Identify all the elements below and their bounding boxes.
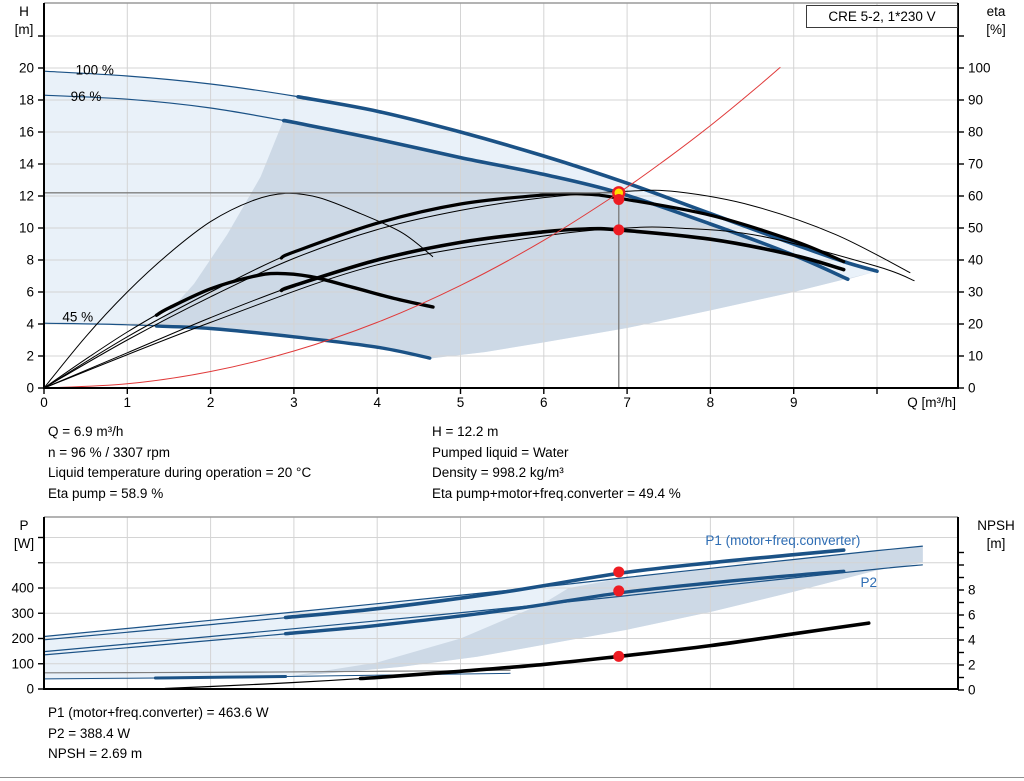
right-axis-tick-label: 10	[968, 349, 983, 364]
result-line: Eta pump = 58.9 %	[48, 485, 164, 501]
right-axis-tick-label: 4	[968, 633, 976, 648]
duty-point-p1	[613, 566, 625, 578]
right-axis-unit-label: [m]	[987, 536, 1006, 551]
eta-total-96pct-operating-range	[279, 226, 846, 293]
right-axis-tick-label: 8	[968, 583, 976, 598]
right-axis-tick-label: 100	[968, 61, 991, 76]
npsh-curve-operating-range	[358, 621, 871, 681]
x-axis-tick-label: 3	[290, 395, 298, 410]
qh-curve-96pct-operating-range	[281, 118, 850, 281]
result-line: Q = 6.9 m³/h	[48, 424, 124, 439]
power-npsh-chart: P1 (motor+freq.converter)P20100200300400…	[11, 516, 1015, 698]
result-line: Liquid temperature during operation = 20…	[48, 465, 312, 480]
left-axis-tick-label: 14	[19, 157, 35, 172]
right-axis-tick-label: 30	[968, 285, 983, 300]
left-axis-tick-label: 400	[11, 581, 34, 596]
qh-eta-chart: 100 %96 %45 %024681012141618200102030405…	[15, 2, 1006, 410]
x-axis-tick-label: 5	[457, 395, 465, 410]
left-axis-unit-label: [W]	[14, 536, 34, 551]
result-line: H = 12.2 m	[432, 424, 499, 439]
qh-curve-100pct-operating-range	[296, 95, 879, 273]
x-axis-tick-label: 4	[373, 395, 381, 410]
result-line: P2 = 388.4 W	[48, 725, 131, 741]
left-axis-tick-label: 0	[26, 682, 34, 697]
left-axis-tick-label: 300	[11, 606, 34, 621]
power-npsh-chart-grid	[44, 517, 958, 689]
eta-pump-45pct	[43, 192, 434, 389]
right-axis-unit-label: NPSH	[977, 518, 1015, 533]
eta-pump-96pct-operating-range	[279, 192, 846, 264]
left-axis-tick-label: 0	[26, 381, 34, 396]
x-axis-tick-label: 7	[623, 395, 631, 410]
system-curve	[43, 66, 781, 389]
eta-total-100pct	[43, 226, 915, 389]
duty-results-left: Q = 6.9 m³/h n = 96 % / 3307 rpm Liquid …	[48, 422, 311, 504]
right-axis-tick-label: 6	[968, 608, 976, 623]
right-axis-tick-label: 70	[968, 157, 983, 172]
left-axis-tick-label: 20	[19, 61, 34, 76]
p2-96pct-operating-range	[283, 569, 846, 636]
speed-label-45: 45 %	[62, 310, 93, 325]
left-axis-tick-label: 18	[19, 93, 34, 108]
speed-label-96: 96 %	[71, 89, 102, 104]
duty-results-right: H = 12.2 m Pumped liquid = Water Density…	[432, 422, 681, 504]
right-axis-unit-label: eta	[987, 4, 1006, 19]
pump-model-badge: CRE 5-2, 1*230 V	[806, 5, 958, 28]
left-axis-unit-label: [m]	[15, 22, 34, 37]
p1-curve-label: P1 (motor+freq.converter)	[705, 533, 860, 548]
right-axis-tick-label: 20	[968, 317, 983, 332]
right-axis-tick-label: 40	[968, 253, 983, 268]
x-axis-tick-label: 2	[207, 395, 215, 410]
result-line: P1 (motor+freq.converter) = 463.6 W	[48, 705, 269, 720]
duty-point-npsh	[613, 650, 625, 662]
left-axis-tick-label: 10	[19, 221, 34, 236]
eta-total-45pct-operating-range	[154, 271, 435, 317]
operating-envelope-dark	[156, 119, 877, 359]
result-line: Density = 998.2 kg/m³	[432, 465, 564, 480]
left-axis-tick-label: 4	[26, 317, 34, 332]
x-axis-tick-label: 1	[124, 395, 132, 410]
x-axis-unit-label: Q [m³/h]	[907, 395, 956, 410]
right-axis-tick-label: 2	[968, 658, 976, 673]
right-axis-tick-label: 90	[968, 93, 983, 108]
qh-eta-chart-grid	[44, 3, 958, 388]
left-axis-tick-label: 16	[19, 125, 34, 140]
right-axis-tick-label: 80	[968, 125, 983, 140]
right-axis-tick-label: 0	[968, 683, 976, 698]
duty-point-eta-pump	[613, 194, 625, 206]
left-axis-tick-label: 2	[26, 349, 34, 364]
duty-point-p2	[613, 585, 625, 597]
speed-label-100: 100 %	[76, 62, 114, 77]
x-axis-tick-label: 0	[40, 395, 48, 410]
x-axis-tick-label: 6	[540, 395, 548, 410]
x-axis-tick-label: 8	[707, 395, 715, 410]
left-axis-unit-label: P	[19, 518, 28, 533]
left-axis-unit-label: H	[19, 4, 29, 19]
left-axis-tick-label: 8	[26, 253, 34, 268]
eta-pump-100pct	[43, 189, 911, 389]
p1-100pct	[43, 545, 923, 638]
right-axis-tick-label: 50	[968, 221, 983, 236]
result-line: NPSH = 2.69 m	[48, 746, 143, 761]
p2-min-speed-operating-range	[153, 675, 288, 680]
left-axis-tick-label: 6	[26, 285, 34, 300]
x-axis-tick-label: 9	[790, 395, 798, 410]
right-axis-tick-label: 0	[968, 381, 976, 396]
left-axis-tick-label: 200	[11, 631, 34, 646]
p2-curve-label: P2	[860, 575, 877, 590]
p1-96pct-operating-range	[283, 548, 846, 620]
bottom-divider	[0, 777, 1024, 778]
result-line: Eta pump+motor+freq.converter = 49.4 %	[432, 485, 681, 501]
left-axis-tick-label: 100	[11, 656, 34, 671]
result-line: Pumped liquid = Water	[432, 444, 569, 460]
left-axis-tick-label: 12	[19, 189, 34, 204]
power-results: P1 (motor+freq.converter) = 463.6 W P2 =…	[48, 703, 269, 765]
p2-100pct	[43, 564, 923, 653]
right-axis-tick-label: 60	[968, 189, 983, 204]
right-axis-unit-label: [%]	[986, 22, 1006, 37]
duty-point-eta-total	[613, 224, 625, 236]
result-line: n = 96 % / 3307 rpm	[48, 444, 170, 460]
